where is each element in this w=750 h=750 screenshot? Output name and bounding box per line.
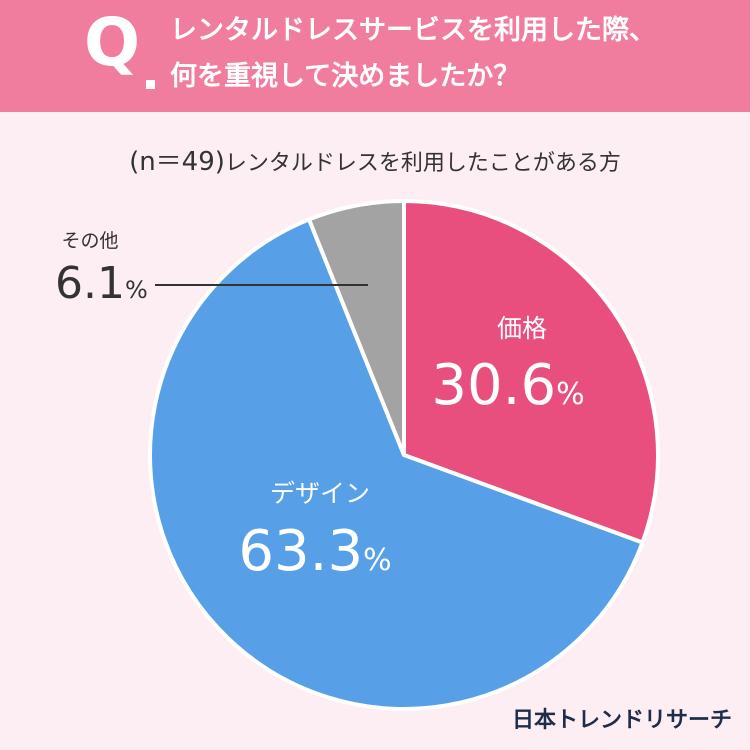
slice-value-other-number: 6.1 (55, 258, 125, 309)
slice-label-design: デザイン (270, 479, 370, 508)
slice-value-design: 63.3% (238, 519, 391, 584)
pie-slice-price (402, 199, 660, 545)
slice-value-design-number: 63.3 (238, 519, 363, 584)
slice-value-price: 30.6% (431, 353, 584, 418)
brand-logo-text: 日本トレンドリサーチ (511, 708, 732, 733)
pie-slice-design (148, 217, 645, 711)
slice-value-other-unit: % (125, 276, 148, 304)
slice-value-price-unit: % (556, 377, 585, 412)
question-mark-letter: Q (84, 4, 141, 81)
slice-label-price: 価格 (497, 314, 547, 343)
pie-slice-other (307, 199, 406, 457)
slice-value-price-number: 30.6 (431, 353, 556, 418)
question-text-line-2: 何を重視して決めましたか？ (170, 61, 521, 92)
question-dot (146, 80, 155, 89)
slice-label-other: その他 (61, 230, 118, 252)
sample-population: レンタルドレスを利用したことがある方 (224, 151, 621, 176)
sample-size: (n＝49) (129, 147, 225, 177)
sample-description: (n＝49)レンタルドレスを利用したことがある方 (0, 141, 750, 178)
slice-value-other: 6.1% (55, 258, 148, 309)
slice-value-design-unit: % (363, 543, 392, 578)
question-banner: Q レンタルドレスサービスを利用した際、 何を重視して決めましたか？ (0, 0, 750, 112)
question-text-line-1: レンタルドレスサービスを利用した際、 (170, 15, 656, 46)
